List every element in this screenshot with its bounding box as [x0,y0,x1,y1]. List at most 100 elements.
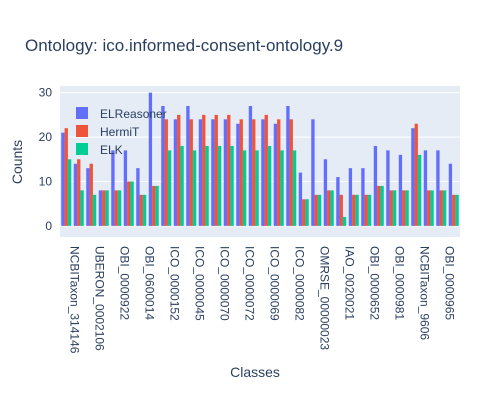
bar-elreasoner-10 [186,105,190,226]
bar-elk-12 [217,145,222,226]
bar-hermit-24 [364,194,368,226]
bar-elreasoner-15 [248,105,253,226]
x-tick-label: ICO_0000070 [217,246,231,321]
x-tick-label: ICO_0000045 [192,246,206,321]
bar-elk-26 [392,190,397,226]
y-tick-label: 0 [45,219,52,233]
x-tick-label: OBI_0000922 [117,246,131,320]
bar-elk-15 [255,150,259,226]
bar-hermit-21 [327,190,331,226]
bar-elreasoner-27 [398,154,403,226]
bar-elk-4 [117,190,122,226]
bar-elreasoner-3 [98,190,103,226]
bar-elreasoner-21 [323,159,328,226]
bar-hermit-20 [314,194,318,226]
bar-elreasoner-30 [436,150,440,226]
bar-elk-22 [342,217,347,226]
bar-elreasoner-8 [161,105,165,226]
bar-elreasoner-12 [211,119,215,226]
bar-hermit-31 [452,194,456,226]
bar-elreasoner-19 [298,172,303,226]
bar-elk-0 [67,159,72,226]
x-tick-label: ICO_0000152 [167,246,181,321]
bar-hermit-7 [152,185,156,226]
bar-elreasoner-0 [61,132,65,226]
bar-elreasoner-23 [348,168,353,226]
bar-elreasoner-31 [448,163,453,226]
bar-hermit-3 [102,190,106,226]
x-tick-label: NCBITaxon_314146 [67,246,81,354]
bar-hermit-5 [127,181,131,226]
x-tick-label: OMRSE_00000023 [317,246,331,350]
bar-elreasoner-16 [261,119,265,226]
bar-elk-5 [130,181,134,226]
y-tick-label: 30 [39,86,53,100]
bar-hermit-6 [139,194,143,226]
bar-hermit-30 [439,190,443,226]
bar-hermit-10 [189,119,193,226]
bar-hermit-14 [239,119,243,226]
bar-hermit-2 [89,163,93,226]
legend-label: ELK [100,143,123,157]
bar-hermit-11 [202,114,206,226]
bar-elreasoner-9 [173,119,178,226]
bar-elk-1 [80,190,84,226]
bar-elreasoner-29 [423,150,428,226]
bar-elreasoner-25 [373,145,378,226]
bar-elk-14 [242,150,247,226]
bar-elk-18 [292,150,297,226]
bar-hermit-4 [114,190,118,226]
bar-hermit-1 [77,159,81,226]
bars [61,92,459,226]
bar-elk-19 [305,199,309,226]
bar-elreasoner-17 [273,123,278,226]
x-tick-label: OBI_0600014 [142,246,156,320]
bar-elreasoner-7 [148,92,153,226]
bar-elk-29 [430,190,434,226]
bar-hermit-18 [289,119,293,226]
bar-elk-31 [455,194,459,226]
bar-elk-16 [267,145,272,226]
legend-swatch [76,143,88,155]
bar-elk-28 [417,154,422,226]
bar-elk-13 [230,145,234,226]
legend-label: HermiT [100,125,140,139]
y-tick-label: 10 [39,174,53,188]
bar-elk-9 [180,145,184,226]
bar-hermit-16 [264,114,268,226]
bar-elk-11 [205,145,209,226]
x-tick-label: OBI_0000965 [442,246,456,320]
x-tick-label: ICO_0000072 [242,246,256,321]
legend: ELReasoner HermiT ELK [76,107,167,157]
bar-elreasoner-5 [123,150,128,226]
bar-hermit-27 [402,190,406,226]
bar-hermit-12 [214,114,218,226]
bar-elreasoner-13 [223,119,228,226]
bar-hermit-25 [377,185,381,226]
bar-elreasoner-28 [411,128,415,226]
bar-elreasoner-18 [286,105,290,226]
bar-hermit-8 [164,119,168,226]
bar-elk-10 [192,150,197,226]
x-tick-label: NCBITaxon_9606 [417,246,431,340]
bar-elk-30 [442,190,447,226]
bar-elk-8 [167,150,172,226]
y-axis-title: Counts [9,140,25,184]
legend-label: ELReasoner [100,107,167,121]
x-axis-ticks: NCBITaxon_314146 UBERON_0002106 OBI_000092… [67,246,456,354]
x-axis-title: Classes [230,364,280,380]
bar-elk-3 [105,190,109,226]
bar-elk-6 [142,194,147,226]
bar-elreasoner-14 [236,123,240,226]
bar-hermit-9 [177,114,181,226]
bar-elk-2 [92,194,97,226]
bar-elk-17 [280,150,284,226]
bar-hermit-26 [389,190,393,226]
bar-elreasoner-4 [111,150,115,226]
bar-elreasoner-26 [386,150,390,226]
bar-elreasoner-11 [198,119,203,226]
bar-elreasoner-24 [361,168,365,226]
bar-elk-25 [380,185,384,226]
bar-elk-20 [317,194,322,226]
